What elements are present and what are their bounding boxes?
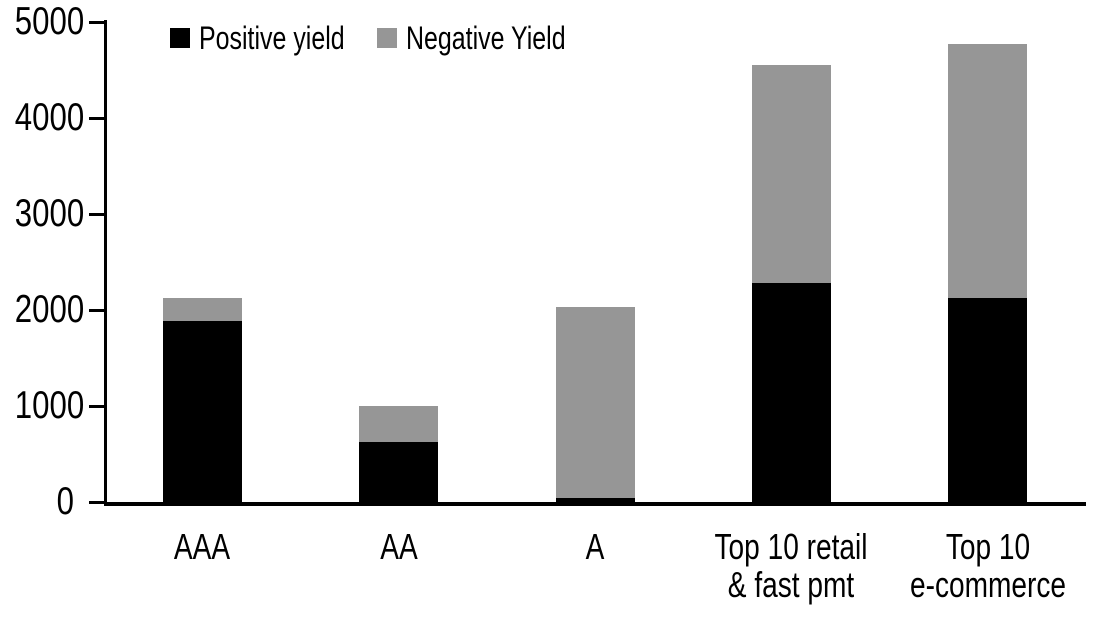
legend-item-negative-yield: Negative Yield [377, 17, 611, 59]
y-tick [89, 212, 104, 216]
bar-segment [555, 307, 635, 498]
y-tick-label: 3000 [14, 192, 85, 235]
bar-segment [751, 65, 831, 284]
bar-segment [162, 298, 242, 321]
bar-segment [751, 283, 831, 502]
positive-yield-swatch-icon [170, 28, 190, 48]
bar-segment [555, 497, 635, 502]
y-tick-label: 4000 [14, 96, 85, 139]
bar-segment [359, 442, 439, 502]
legend-label-negative-yield: Negative Yield [406, 19, 566, 56]
y-tick [89, 308, 104, 312]
legend-label-positive-yield: Positive yield [199, 19, 345, 56]
y-tick-label: 5000 [14, 0, 85, 43]
y-axis-line [104, 20, 107, 506]
x-axis-category-label: Top 10 e-commerce [909, 526, 1066, 605]
x-axis-line [104, 502, 1086, 506]
x-axis-category-label: AA [379, 526, 418, 567]
x-axis-category-label: A [585, 526, 605, 567]
y-tick [89, 500, 104, 504]
x-axis-category-label: Top 10 retail & fast pmt [714, 526, 868, 605]
negative-yield-swatch-icon [377, 28, 397, 48]
y-tick-label: 1000 [14, 384, 85, 427]
bar-segment [948, 297, 1028, 502]
y-tick [89, 116, 104, 120]
y-tick-label: 2000 [14, 288, 85, 331]
y-tick [89, 20, 104, 24]
x-axis-category-label: AAA [174, 526, 231, 567]
legend-item-positive-yield: Positive yield [170, 17, 386, 59]
y-tick-label: 0 [56, 480, 74, 523]
bar-segment [948, 44, 1028, 298]
bar-segment [359, 405, 439, 443]
y-tick [89, 404, 104, 408]
bar-segment [162, 320, 242, 502]
